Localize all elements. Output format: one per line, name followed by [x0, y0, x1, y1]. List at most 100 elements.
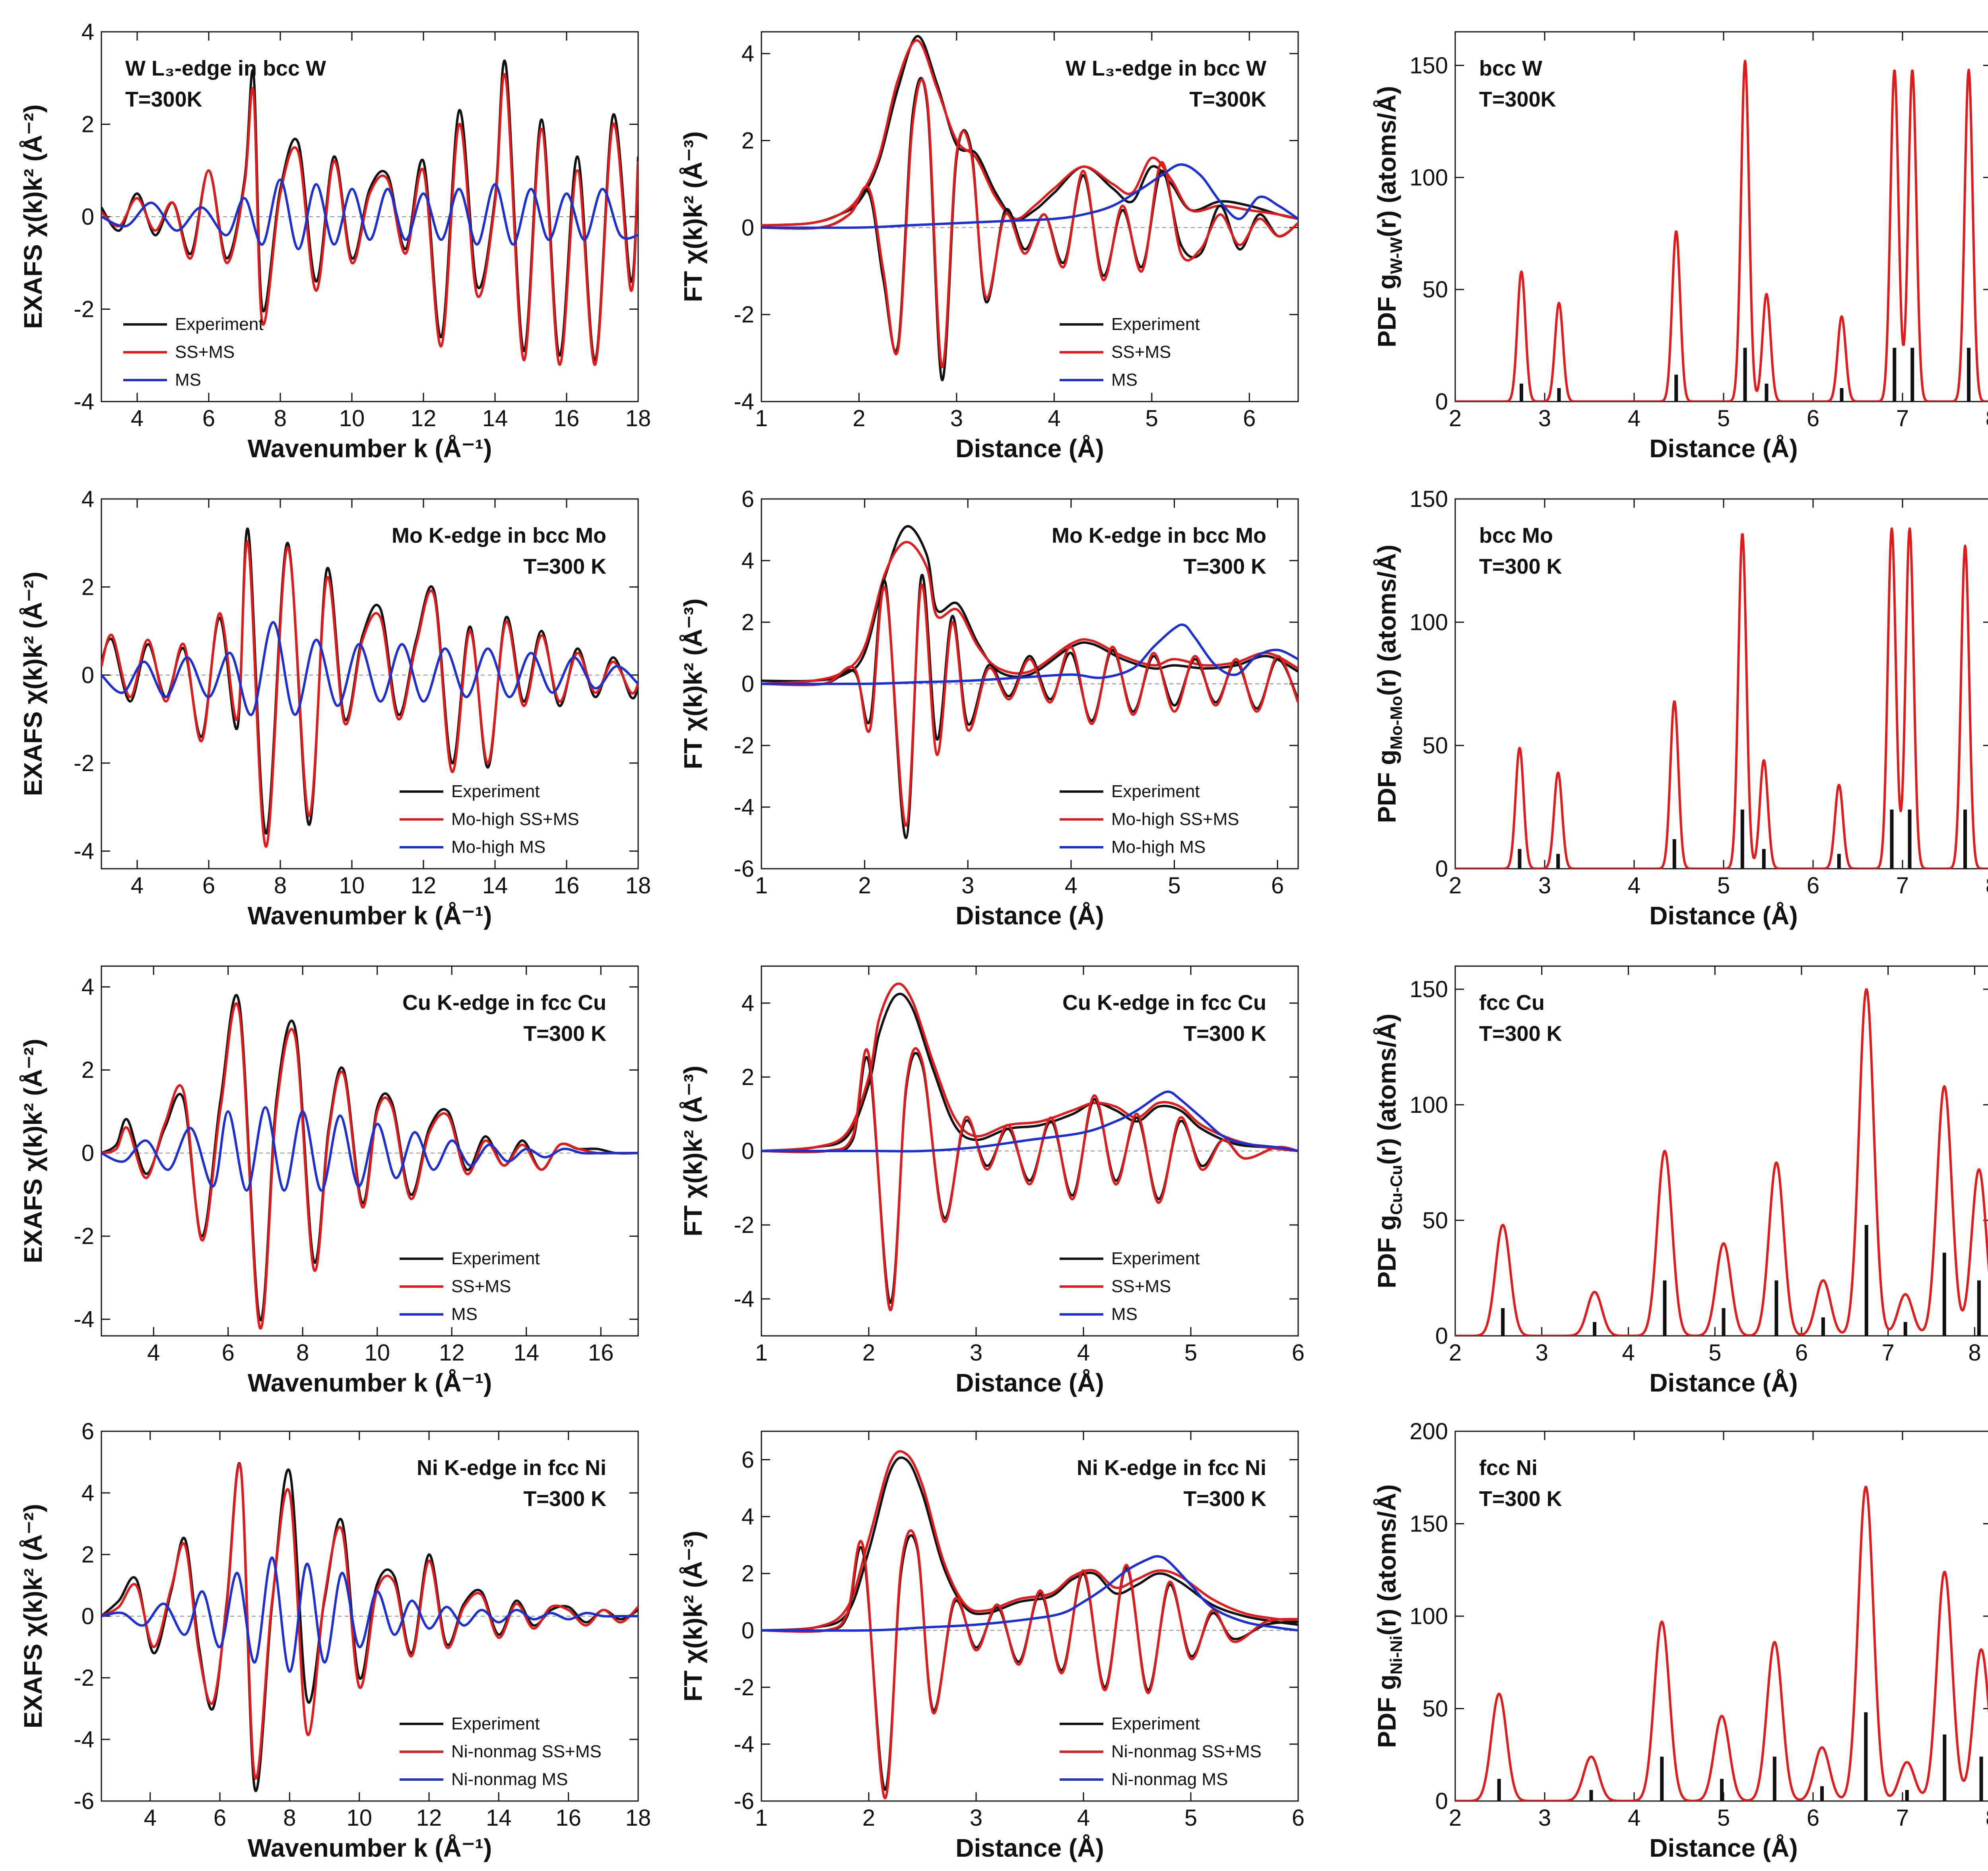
w-ft-xtick-label: 4: [1048, 406, 1060, 431]
mo-ft-series-mo-high-ss-ms-re-: [761, 583, 1298, 827]
ni-ft-ytick-label: 0: [742, 1618, 754, 1644]
cu-pdf-ytick-label: 100: [1409, 1092, 1448, 1118]
cu-exafs-xtick-label: 14: [513, 1340, 539, 1366]
mo-ft-series-mo-high-ss-ms: [761, 541, 1298, 685]
ni-exafs-ytick-label: 2: [82, 1542, 94, 1568]
mo-ft-ytick-label: 0: [742, 671, 754, 697]
w-ft-ylabel: FT χ(k)k² (Å⁻³): [679, 131, 707, 302]
ni-pdf-xtick-label: 2: [1449, 1805, 1462, 1831]
ni-ft-frame: [761, 1430, 1299, 1802]
w-pdf-panel: 2 3 4 5 6 7 8 0 50 100 150 Distance (Å) PDF gW-W(r) …: [1373, 31, 1988, 463]
cu-ft-xtick-label: 1: [755, 1340, 768, 1366]
cu-ft-legend-label: Experiment: [1111, 1249, 1200, 1268]
cu-ft-series-ss-ms-re-: [761, 1047, 1298, 1311]
cu-pdf-plot-area: [1455, 988, 1988, 1336]
ni-exafs-series-ni-nonmag-ms: [101, 1556, 638, 1673]
ni-ft-ylabel: FT χ(k)k² (Å⁻³): [679, 1531, 707, 1702]
cu-pdf-xlabel: Distance (Å): [1649, 1368, 1798, 1397]
ni-pdf-ytick-label: 100: [1409, 1603, 1448, 1629]
mo-ft-series-mo-high-ms: [761, 623, 1298, 685]
w-exafs-annotation-line: W L₃-edge in bcc W: [125, 56, 326, 80]
cu-exafs-ylabel: EXAFS χ(k)k² (Å⁻²): [19, 1039, 47, 1264]
mo-exafs-xtick-label: 4: [131, 873, 144, 899]
mo-ft-legend-label: Experiment: [1111, 782, 1200, 801]
w-exafs-ytick-label: -4: [74, 389, 94, 415]
w-pdf-xtick-label: 4: [1628, 406, 1640, 431]
ni-exafs-xtick-label: 16: [555, 1805, 581, 1831]
cu-exafs-xtick-label: 6: [222, 1340, 235, 1366]
mo-pdf-xlabel: Distance (Å): [1649, 901, 1798, 930]
w-ft-legend-label: MS: [1111, 370, 1138, 390]
w-exafs-ytick-label: 4: [82, 19, 94, 45]
mo-exafs-xtick-label: 12: [411, 873, 437, 899]
mo-ft-legend-label: Mo-high MS: [1111, 837, 1206, 857]
w-pdf-ytick-label: 50: [1422, 277, 1448, 303]
cu-exafs-xtick-label: 4: [147, 1340, 160, 1366]
mo-exafs-ylabel: EXAFS χ(k)k² (Å⁻²): [19, 572, 47, 796]
w-pdf-xtick-label: 8: [1986, 406, 1988, 431]
mo-exafs-ytick-label: 2: [82, 574, 94, 600]
w-exafs-xtick-label: 12: [411, 406, 437, 431]
mo-pdf-xtick-label: 8: [1986, 873, 1988, 899]
cu-pdf-xtick-label: 3: [1536, 1340, 1548, 1366]
cu-ft-series-experiment: [761, 992, 1298, 1152]
w-pdf-ytick-label: 150: [1409, 53, 1448, 79]
cu-ft-series-experiment-re-: [761, 1052, 1298, 1304]
mo-pdf-ytick-label: 150: [1409, 486, 1448, 512]
mo-ft-ytick-label: -4: [734, 794, 754, 820]
cu-ft-xlabel: Distance (Å): [955, 1368, 1104, 1397]
ni-pdf-plot-area: [1455, 1486, 1988, 1801]
ni-ft-xtick-label: 3: [970, 1805, 982, 1831]
w-ft-series-ss-ms-re-: [761, 78, 1298, 368]
ni-ft-ytick-label: 6: [742, 1447, 754, 1473]
ni-pdf-pdf-curve: [1455, 1486, 1988, 1801]
w-ft-annotation-line: T=300K: [1189, 87, 1266, 111]
ni-exafs-legend-label: Ni-nonmag SS+MS: [451, 1742, 602, 1761]
w-ft-ytick-label: -2: [734, 302, 754, 328]
cu-pdf-ylabel: PDF gCu-Cu(r) (atoms/Å): [1373, 1013, 1406, 1288]
w-ft-xtick-label: 5: [1145, 406, 1158, 431]
ni-exafs-xtick-label: 14: [486, 1805, 512, 1831]
mo-ft-xtick-label: 2: [858, 873, 871, 899]
ni-pdf-xtick-label: 5: [1717, 1805, 1730, 1831]
ni-pdf-ytick-label: 150: [1409, 1511, 1448, 1537]
mo-exafs-plot-area: [101, 527, 638, 848]
cu-ft-ytick-label: 2: [742, 1064, 754, 1090]
mo-exafs-legend-label: Mo-high SS+MS: [451, 809, 579, 829]
mo-ft-legend-label: Mo-high SS+MS: [1111, 809, 1239, 829]
ni-pdf-ytick-label: 50: [1422, 1696, 1448, 1722]
mo-exafs-legend-label: Experiment: [451, 782, 540, 801]
ni-exafs-ytick-label: -2: [74, 1665, 94, 1691]
cu-ft-xtick-label: 4: [1077, 1340, 1090, 1366]
w-exafs-series-ms: [101, 178, 638, 250]
w-pdf-xtick-label: 2: [1449, 406, 1462, 431]
mo-ft-xtick-label: 5: [1168, 873, 1180, 899]
mo-ft-panel: 1 2 3 4 5 6 -6 -4 -2 0 2 4 6 Distance (Å) FT χ(k)k² (Å…: [679, 486, 1299, 930]
w-ft-ytick-label: -4: [734, 389, 754, 415]
cu-pdf-ytick-label: 0: [1435, 1323, 1448, 1349]
cu-exafs-plot-area: [101, 994, 638, 1330]
mo-pdf-xtick-label: 3: [1538, 873, 1551, 899]
mo-exafs-panel: 4 6 8 10 12 14 16 18 -4 -2 0 2 4 Wavenumber k (Å⁻¹) EX…: [19, 486, 651, 930]
cu-ft-ytick-label: 4: [742, 990, 754, 1016]
w-exafs-legend-label: SS+MS: [175, 342, 235, 362]
ni-ft-series-ni-nonmag-ms: [761, 1555, 1298, 1632]
w-pdf-xlabel: Distance (Å): [1649, 434, 1798, 463]
w-exafs-ytick-label: -2: [74, 297, 94, 322]
ni-pdf-annotation-line: T=300 K: [1479, 1487, 1562, 1511]
ni-exafs-xtick-label: 6: [214, 1805, 226, 1831]
w-exafs-xtick-label: 18: [625, 406, 651, 431]
ni-exafs-legend-label: Ni-nonmag MS: [451, 1770, 568, 1789]
ni-ft-panel: 1 2 3 4 5 6 -6 -4 -2 0 2 4 6 Distance (Å) FT χ(k)k² (Å…: [679, 1430, 1305, 1862]
mo-exafs-xtick-label: 18: [625, 873, 651, 899]
w-ft-legend-label: Experiment: [1111, 314, 1200, 334]
ni-ft-xtick-label: 4: [1077, 1805, 1090, 1831]
mo-exafs-xtick-label: 16: [554, 873, 580, 899]
mo-ft-xtick-label: 3: [961, 873, 974, 899]
mo-exafs-legend-label: Mo-high MS: [451, 837, 546, 857]
ni-ft-xtick-label: 6: [1292, 1805, 1305, 1831]
w-exafs-ylabel: EXAFS χ(k)k² (Å⁻²): [19, 105, 47, 329]
w-exafs-xlabel: Wavenumber k (Å⁻¹): [248, 434, 492, 463]
mo-exafs-xtick-label: 6: [202, 873, 215, 899]
